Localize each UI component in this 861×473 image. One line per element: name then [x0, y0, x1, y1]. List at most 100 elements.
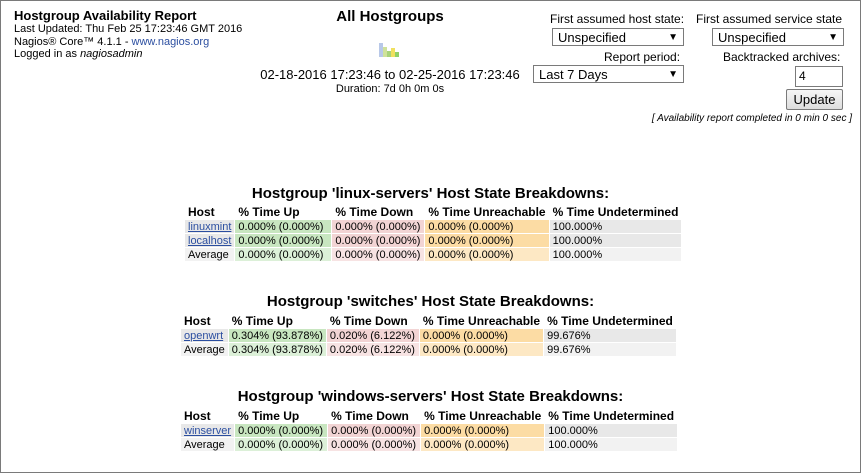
period-select[interactable]: Last 7 Days ▼	[533, 65, 684, 83]
time-down-cell: 0.000% (0.000%)	[328, 424, 421, 437]
col-time-unreachable: % Time Unreachable	[428, 205, 546, 219]
period-value: Last 7 Days	[539, 67, 608, 82]
group-title-switches: Hostgroup 'switches' Host State Breakdow…	[266, 293, 595, 310]
host-cell: winserver	[181, 424, 235, 437]
logged-in-user: nagiosadmin	[80, 48, 143, 60]
col-time-down: % Time Down	[335, 205, 414, 219]
logged-in-prefix: Logged in as	[14, 48, 81, 60]
time-unreachable-cell: 0.000% (0.000%)	[425, 220, 549, 233]
report-heading: All Hostgroups	[336, 8, 444, 25]
group-title-linux-servers: Hostgroup 'linux-servers' Host State Bre…	[251, 185, 610, 202]
col-time-down: % Time Down	[329, 314, 408, 328]
service-state-select[interactable]: Unspecified ▼	[712, 28, 844, 46]
time-undetermined-cell: 99.676%	[544, 343, 676, 356]
breakdown-table-switches: Host % Time Up % Time Down % Time Unreac…	[180, 313, 677, 357]
host-link[interactable]: openwrt	[184, 329, 224, 342]
update-button[interactable]: Update	[786, 89, 843, 110]
col-host: Host	[184, 314, 211, 328]
time-up-cell: 0.000% (0.000%)	[235, 424, 328, 437]
group-title-windows-servers: Hostgroup 'windows-servers' Host State B…	[237, 388, 624, 405]
average-row: Average 0.304% (93.878%) 0.020% (6.122%)…	[181, 343, 676, 356]
logged-in-line: Logged in as nagiosadmin	[14, 48, 242, 61]
report-completed: [ Availability report completed in 0 min…	[651, 113, 852, 124]
col-time-undetermined: % Time Undetermined	[548, 409, 675, 423]
host-state-label: First assumed host state:	[550, 12, 685, 26]
breakdown-table-windows-servers: Host % Time Up % Time Down % Time Unreac…	[180, 408, 678, 452]
host-state-value: Unspecified	[558, 30, 626, 45]
col-time-up: % Time Up	[231, 314, 293, 328]
col-host: Host	[188, 205, 215, 219]
time-undetermined-cell: 100.000%	[549, 234, 682, 247]
product-name: Nagios® Core™ 4.1.1 -	[14, 35, 132, 48]
chevron-down-icon: ▼	[668, 69, 678, 80]
time-up-cell: 0.304% (93.878%)	[228, 343, 326, 356]
table-row: openwrt 0.304% (93.878%) 0.020% (6.122%)…	[181, 329, 676, 342]
time-down-cell: 0.000% (0.000%)	[332, 234, 425, 247]
table-header-row: Host % Time Up % Time Down % Time Unreac…	[185, 205, 681, 219]
time-up-cell: 0.000% (0.000%)	[235, 248, 332, 261]
col-time-undetermined: % Time Undetermined	[547, 314, 673, 328]
average-label: Average	[181, 343, 228, 356]
time-down-cell: 0.020% (6.122%)	[326, 329, 419, 342]
time-undetermined-cell: 100.000%	[545, 424, 678, 437]
time-undetermined-cell: 99.676%	[544, 329, 676, 342]
col-host: Host	[184, 409, 211, 423]
host-cell: localhost	[185, 234, 235, 247]
table-header-row: Host % Time Up % Time Down % Time Unreac…	[181, 314, 676, 328]
time-down-cell: 0.000% (0.000%)	[332, 220, 425, 233]
product-line: Nagios® Core™ 4.1.1 - www.nagios.org	[14, 36, 242, 49]
archives-label: Backtracked archives:	[723, 50, 841, 64]
host-cell: openwrt	[181, 329, 228, 342]
col-time-unreachable: % Time Unreachable	[422, 314, 541, 328]
average-row: Average 0.000% (0.000%) 0.000% (0.000%) …	[181, 438, 678, 451]
average-label: Average	[185, 248, 235, 261]
nagios-link[interactable]: www.nagios.org	[131, 35, 210, 48]
average-row: Average 0.000% (0.000%) 0.000% (0.000%) …	[185, 248, 682, 261]
info-box: Hostgroup Availability Report Last Updat…	[14, 8, 242, 61]
table-row: linuxmint 0.000% (0.000%) 0.000% (0.000%…	[185, 220, 682, 233]
time-unreachable-cell: 0.000% (0.000%)	[419, 329, 544, 342]
time-unreachable-cell: 0.000% (0.000%)	[425, 248, 549, 261]
host-link[interactable]: localhost	[188, 234, 232, 247]
col-time-up: % Time Up	[238, 205, 300, 219]
time-unreachable-cell: 0.000% (0.000%)	[419, 343, 544, 356]
average-label: Average	[181, 438, 235, 451]
col-time-undetermined: % Time Undetermined	[552, 205, 679, 219]
report-title: Hostgroup Availability Report	[14, 8, 197, 23]
report-range: 02-18-2016 17:23:46 to 02-25-2016 17:23:…	[260, 67, 520, 82]
trends-icon[interactable]	[379, 41, 401, 57]
col-time-unreachable: % Time Unreachable	[424, 409, 542, 423]
last-updated: Last Updated: Thu Feb 25 17:23:46 GMT 20…	[14, 23, 243, 35]
col-time-down: % Time Down	[331, 409, 409, 423]
time-undetermined-cell: 100.000%	[545, 438, 678, 451]
report-duration: Duration: 7d 0h 0m 0s	[335, 83, 445, 95]
archives-input[interactable]: 4	[795, 66, 843, 87]
breakdown-table-linux-servers: Host % Time Up % Time Down % Time Unreac…	[184, 204, 682, 262]
time-up-cell: 0.000% (0.000%)	[235, 234, 332, 247]
service-state-value: Unspecified	[718, 30, 786, 45]
time-undetermined-cell: 100.000%	[549, 220, 682, 233]
chevron-down-icon: ▼	[668, 32, 678, 43]
host-cell: linuxmint	[185, 220, 235, 233]
service-state-label: First assumed service state	[696, 12, 843, 26]
time-up-cell: 0.304% (93.878%)	[228, 329, 326, 342]
time-unreachable-cell: 0.000% (0.000%)	[425, 234, 549, 247]
time-down-cell: 0.020% (6.122%)	[326, 343, 419, 356]
time-unreachable-cell: 0.000% (0.000%)	[421, 424, 545, 437]
col-time-up: % Time Up	[238, 409, 300, 423]
period-label: Report period:	[604, 50, 681, 64]
time-unreachable-cell: 0.000% (0.000%)	[421, 438, 545, 451]
time-undetermined-cell: 100.000%	[549, 248, 682, 261]
table-row: winserver 0.000% (0.000%) 0.000% (0.000%…	[181, 424, 678, 437]
host-link[interactable]: linuxmint	[188, 220, 232, 233]
table-header-row: Host % Time Up % Time Down % Time Unreac…	[181, 409, 677, 423]
time-down-cell: 0.000% (0.000%)	[328, 438, 421, 451]
host-link[interactable]: winserver	[184, 424, 232, 437]
time-up-cell: 0.000% (0.000%)	[235, 220, 332, 233]
chevron-down-icon: ▼	[828, 32, 838, 43]
report-header: All Hostgroups	[230, 8, 550, 62]
table-row: localhost 0.000% (0.000%) 0.000% (0.000%…	[185, 234, 682, 247]
time-down-cell: 0.000% (0.000%)	[332, 248, 425, 261]
time-up-cell: 0.000% (0.000%)	[235, 438, 328, 451]
host-state-select[interactable]: Unspecified ▼	[552, 28, 684, 46]
